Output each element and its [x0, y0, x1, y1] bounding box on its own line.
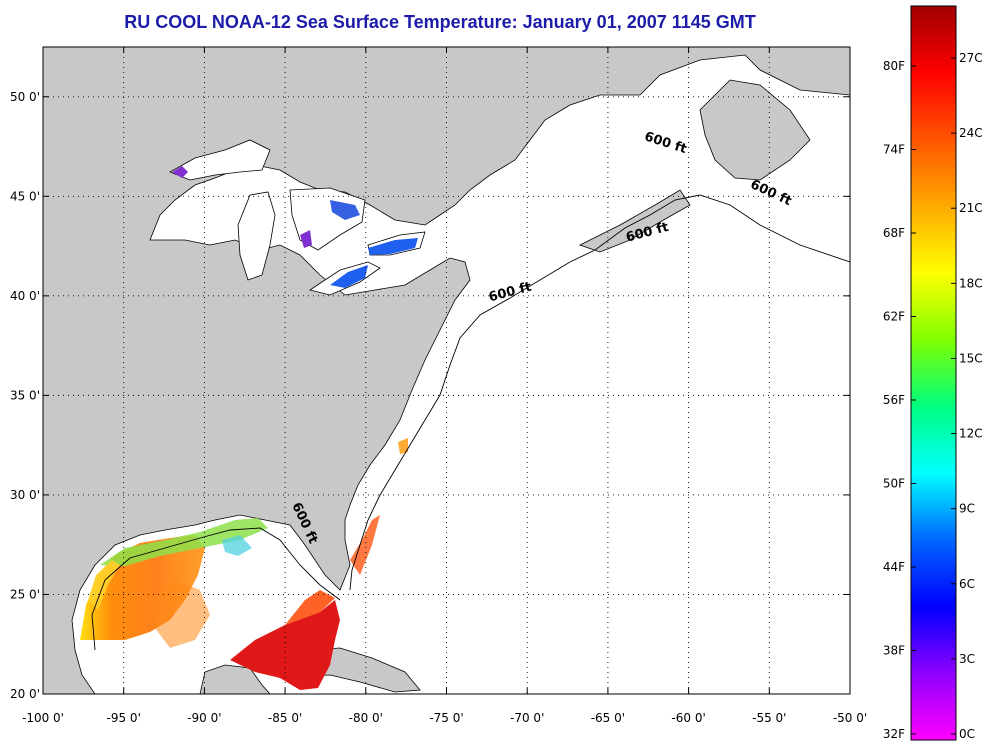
sst-florida-east [350, 515, 380, 575]
lon-tick-label: -80 0' [349, 711, 383, 725]
colorbar-c-label: 18C [959, 276, 983, 290]
axis-ticks: 50 0' 45 0' 40 0' 35 0' 30 0' 25 0' 20 0' -100 … [10, 47, 867, 725]
lon-tick-label: -55 0' [752, 711, 786, 725]
lon-tick-label: -95 0' [107, 711, 141, 725]
colorbar-f-label: 80F [883, 59, 905, 73]
colorbar-c-label: 12C [959, 427, 983, 441]
lat-tick-label: 45 0' [10, 189, 40, 203]
sst-florida-west [285, 590, 335, 625]
lat-tick-label: 20 0' [10, 687, 40, 701]
sst-lake-michigan-spot [300, 230, 312, 248]
colorbar-c-label: 15C [959, 351, 983, 365]
lon-tick-label: -70 0' [510, 711, 544, 725]
colorbar-scale [910, 5, 957, 741]
colorbar-f-label: 68F [883, 226, 905, 240]
sst-gulf-shelf [88, 560, 120, 610]
sst-gulf-central [150, 580, 210, 648]
lon-tick-label: -75 0' [429, 711, 463, 725]
colorbar: 80F 74F 68F 62F 56F 50F 44F 38F 32F 27C 24C 21C 18C 1… [883, 5, 983, 741]
land-north-america [43, 47, 850, 694]
colorbar-f-label: 32F [883, 727, 905, 741]
colorbar-f-label: 56F [883, 393, 905, 407]
colorbar-c-label: 27C [959, 51, 983, 65]
colorbar-c-label: 0C [959, 727, 975, 741]
colorbar-labels: 80F 74F 68F 62F 56F 50F 44F 38F 32F 27C 24C 21C 18C 1… [883, 51, 983, 741]
lat-tick-label: 50 0' [10, 90, 40, 104]
lon-tick-label: -85 0' [268, 711, 302, 725]
lat-tick-label: 30 0' [10, 488, 40, 502]
colorbar-f-label: 44F [883, 560, 905, 574]
contour-600ft-gulf [91, 527, 341, 651]
lon-tick-label: -60 0' [671, 711, 705, 725]
colorbar-c-label: 3C [959, 652, 975, 666]
map-title: RU COOL NOAA-12 Sea Surface Temperature:… [124, 12, 756, 32]
contour-600ft [349, 194, 850, 591]
lon-tick-label: -100 0' [22, 711, 64, 725]
sst-gulf-cyan-patch [222, 535, 252, 556]
colorbar-f-label: 62F [883, 310, 905, 324]
colorbar-c-label: 21C [959, 201, 983, 215]
lat-tick-label: 40 0' [10, 289, 40, 303]
sst-lake-erie-data [330, 265, 368, 288]
sst-lake-huron-data [330, 200, 360, 220]
colorbar-f-label: 38F [883, 644, 905, 658]
land-newfoundland [699, 79, 811, 181]
land-nova-scotia [578, 189, 691, 253]
sst-lake-superior-spot [172, 166, 188, 178]
lake-superior [169, 139, 271, 181]
colorbar-c-label: 24C [959, 126, 983, 140]
colorbar-f-label: 50F [883, 477, 905, 491]
sst-lake-ontario-data [368, 238, 418, 255]
lon-tick-label: -65 0' [591, 711, 625, 725]
lon-tick-label: -50 0' [833, 711, 867, 725]
colorbar-c-label: 9C [959, 502, 975, 516]
colorbar-c-label: 6C [959, 577, 975, 591]
sst-carolina-spot [398, 438, 408, 454]
sst-gulf-warm-north [100, 518, 268, 566]
lat-tick-label: 35 0' [10, 388, 40, 402]
lon-tick-label: -90 0' [187, 711, 221, 725]
lake-michigan [237, 191, 276, 281]
lat-tick-label: 25 0' [10, 587, 40, 601]
colorbar-f-label: 74F [883, 143, 905, 157]
sst-florida-straits [230, 600, 340, 690]
